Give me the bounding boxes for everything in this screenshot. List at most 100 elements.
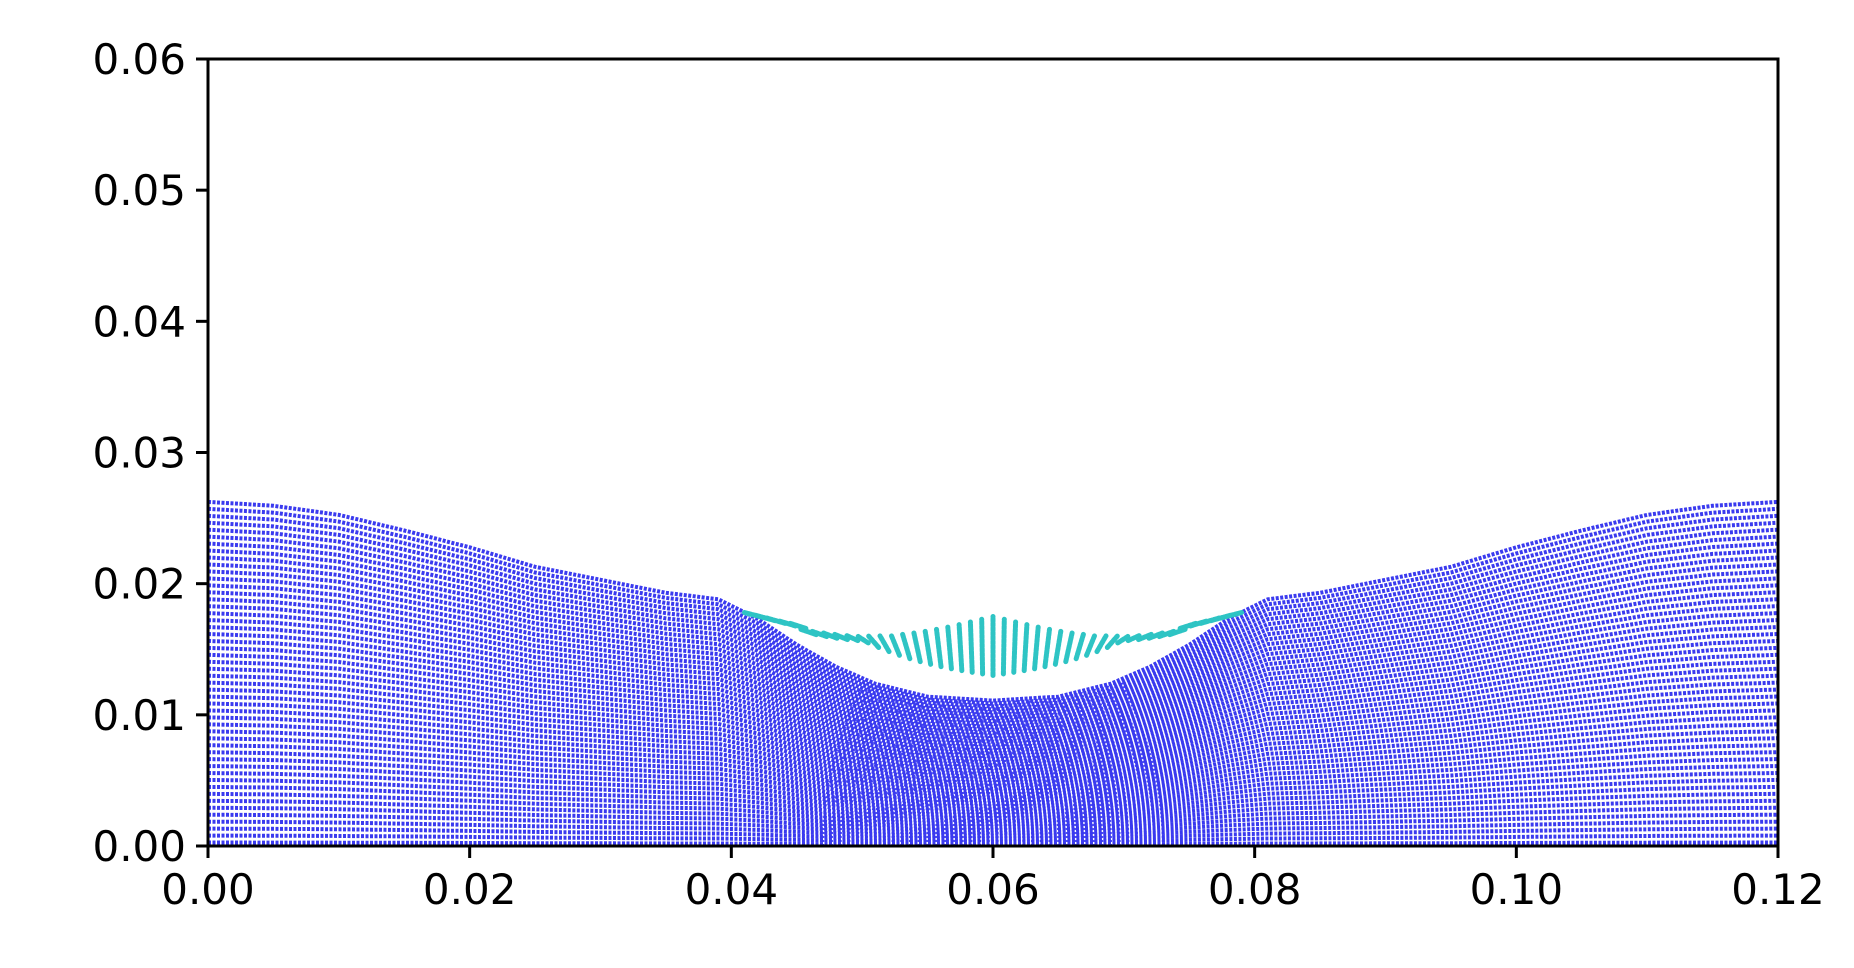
ejecta-particle-streak — [934, 626, 944, 670]
bed-layer-line — [207, 729, 1779, 800]
bed-layer-line — [207, 638, 1779, 762]
ejecta-particle-streak — [967, 619, 975, 675]
y-tick-label: 0.01 — [92, 691, 186, 740]
bed-layer-line — [207, 694, 1779, 785]
bed-column-line — [830, 683, 874, 847]
ejecta-particle-streak — [1136, 631, 1154, 643]
y-tick-label: 0.06 — [92, 35, 186, 84]
bed-column-line — [856, 688, 893, 847]
bed-column-line — [1014, 700, 1025, 846]
bed-column-line — [821, 680, 867, 847]
ejecta-particle-streak — [866, 633, 882, 650]
ejecta-particle-streak — [1125, 632, 1143, 644]
bed-layer-line — [207, 708, 1779, 791]
ejecta-particle-streak — [843, 632, 861, 644]
bed-layer-line — [207, 701, 1779, 788]
ejecta-particle-streak — [1021, 622, 1030, 674]
bed-layer-line — [207, 520, 1779, 712]
bed-layer-line — [207, 715, 1779, 794]
bed-particles — [207, 499, 1779, 847]
ejecta-particle-streak — [832, 631, 850, 643]
bed-column-line — [839, 685, 880, 847]
bed-column-line — [1001, 701, 1008, 846]
ejecta-particle-streak — [1084, 632, 1098, 658]
bed-layer-line — [208, 791, 1778, 827]
bed-layer-line — [207, 597, 1779, 744]
bed-column-line — [1021, 700, 1034, 847]
ejecta-particle-streak — [1011, 619, 1019, 675]
bed-layer-line — [207, 757, 1779, 812]
ejecta-particle-streak — [1063, 630, 1075, 665]
bed-layer-line — [207, 722, 1779, 797]
bed-layer-line — [207, 611, 1779, 750]
bed-layer-line — [207, 541, 1779, 721]
bed-layer-line — [208, 778, 1778, 821]
bed-column-line — [865, 690, 900, 847]
x-tick-label: 0.12 — [1731, 865, 1825, 914]
bed-layer-line — [207, 499, 1779, 703]
bed-layer-line — [207, 625, 1779, 756]
ejecta-particle-streak — [911, 630, 923, 665]
bed-column-line — [1067, 695, 1095, 847]
y-tick-label: 0.03 — [92, 429, 186, 478]
bed-layer-line — [207, 576, 1779, 735]
bed-layer-line — [207, 784, 1779, 823]
bed-layer-line — [207, 506, 1779, 706]
ejecta-particle-streak — [1094, 633, 1109, 655]
x-tick-label: 0.04 — [685, 865, 779, 914]
ejecta-particle-streak — [900, 631, 913, 662]
bed-layer-line — [207, 652, 1779, 768]
bed-layer-line — [207, 590, 1779, 741]
ejecta-particle-streak — [956, 622, 965, 674]
bed-column-line — [1093, 688, 1130, 847]
bed-layer-line — [207, 743, 1779, 806]
bed-column-line — [882, 693, 913, 846]
bed-layer-line — [208, 819, 1778, 838]
x-tick-label: 0.06 — [946, 865, 1040, 914]
bed-column-line — [1106, 685, 1147, 847]
ejecta-particles — [741, 610, 1245, 678]
y-tick-label: 0.04 — [92, 297, 186, 346]
ejecta-particle-streak — [1219, 610, 1245, 621]
bed-layer-line — [207, 659, 1779, 771]
bed-column-line — [1060, 697, 1086, 847]
bed-column-line — [900, 697, 926, 847]
bed-column-line — [1086, 690, 1121, 847]
bed-layer-line — [207, 548, 1779, 724]
bed-column-line — [1034, 699, 1051, 846]
bed-layer-line — [207, 562, 1779, 730]
bed-layer-line — [207, 812, 1779, 835]
bed-layer-line — [207, 569, 1779, 732]
bed-layer-line — [207, 527, 1779, 715]
ejecta-particle-streak — [877, 633, 892, 655]
bed-column-line — [1053, 698, 1078, 847]
bed-column-line — [943, 699, 959, 847]
bed-layer-line — [207, 680, 1779, 780]
ejecta-particle-streak — [922, 628, 934, 667]
ejecta-particle-streak — [945, 624, 954, 672]
ejecta-particle-streak — [821, 630, 840, 641]
ejecta-particle-streak — [1073, 631, 1086, 662]
ejecta-particle-streak — [1104, 633, 1120, 650]
bed-column-line — [961, 700, 972, 846]
bed-column-line — [935, 699, 952, 846]
bed-column-line — [926, 698, 946, 846]
x-axis: 0.00 0.02 0.04 0.06 0.08 0.10 0.12 — [161, 846, 1825, 914]
bed-layer-line — [208, 764, 1778, 815]
bed-column-line — [1073, 693, 1104, 846]
ejecta-particle-streak — [888, 632, 902, 658]
bed-column-line — [874, 692, 906, 846]
bed-layer-line — [207, 673, 1779, 777]
y-tick-label: 0.05 — [92, 166, 186, 215]
x-tick-label: 0.08 — [1208, 865, 1302, 914]
bed-column-line — [1047, 698, 1069, 846]
x-tick-label: 0.02 — [423, 865, 517, 914]
y-tick-label: 0.02 — [92, 560, 186, 609]
bed-layer-line — [207, 771, 1779, 818]
bed-layer-line — [207, 750, 1779, 809]
ejecta-particle-streak — [1000, 616, 1007, 677]
y-tick-label: 0.00 — [92, 822, 186, 871]
bed-column-line — [1027, 699, 1043, 847]
x-tick-label: 0.00 — [161, 865, 255, 914]
